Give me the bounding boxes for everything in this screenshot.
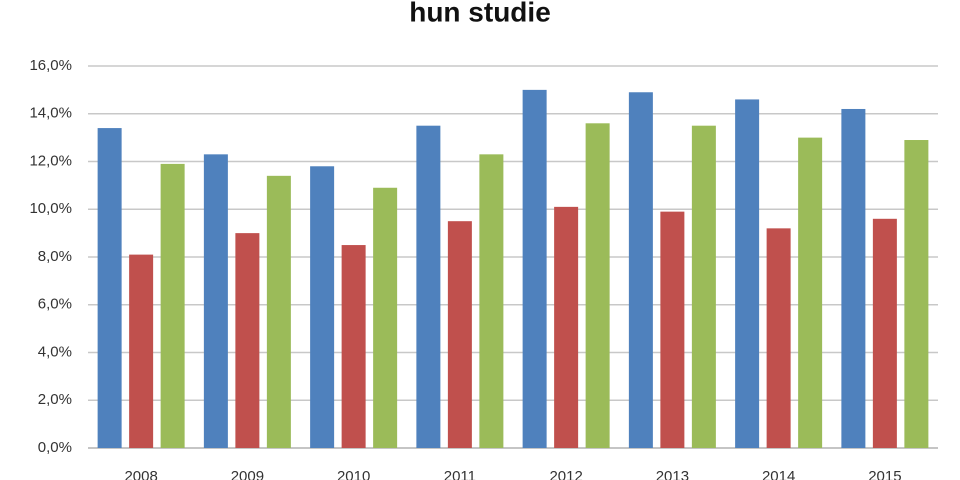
- x-tick-label: 2013: [656, 468, 689, 480]
- bar: [766, 228, 791, 448]
- bar: [479, 154, 504, 448]
- x-tick-label: 2011: [444, 468, 476, 480]
- bar: [416, 125, 441, 448]
- bar: [129, 254, 154, 448]
- bar: [160, 163, 185, 448]
- bar: [735, 99, 760, 449]
- bar: [310, 166, 335, 448]
- y-tick-label: 4,0%: [38, 343, 72, 360]
- x-tick-label: 2009: [231, 468, 264, 480]
- bar: [691, 125, 716, 448]
- bar: [872, 218, 897, 448]
- bar: [341, 245, 366, 448]
- bar: [266, 175, 291, 448]
- bar: [904, 140, 929, 448]
- y-tick-label: 10,0%: [29, 200, 72, 217]
- x-tick-label: 2008: [124, 468, 157, 480]
- bar: [373, 187, 398, 448]
- y-tick-label: 14,0%: [29, 105, 72, 122]
- x-tick-label: 2012: [549, 468, 582, 480]
- y-tick-label: 16,0%: [29, 57, 72, 74]
- bar: [628, 92, 653, 448]
- x-tick-label: 2010: [337, 468, 370, 480]
- bar: [841, 108, 866, 448]
- bar: [447, 221, 472, 448]
- bar: [235, 233, 260, 448]
- bar: [554, 206, 579, 448]
- y-tick-label: 6,0%: [38, 296, 72, 313]
- bar: [97, 128, 122, 448]
- bar: [203, 154, 228, 448]
- y-tick-label: 2,0%: [38, 391, 72, 408]
- y-tick-label: 8,0%: [38, 248, 72, 265]
- x-tick-label: 2015: [868, 468, 901, 480]
- y-tick-label: 12,0%: [29, 152, 72, 169]
- bar: [798, 137, 823, 448]
- y-tick-label: 0,0%: [38, 439, 72, 456]
- bar: [522, 89, 547, 448]
- chart-title: hun studie: [409, 0, 551, 27]
- bar: [660, 211, 685, 448]
- bar: [585, 123, 610, 449]
- x-tick-label: 2014: [762, 468, 795, 480]
